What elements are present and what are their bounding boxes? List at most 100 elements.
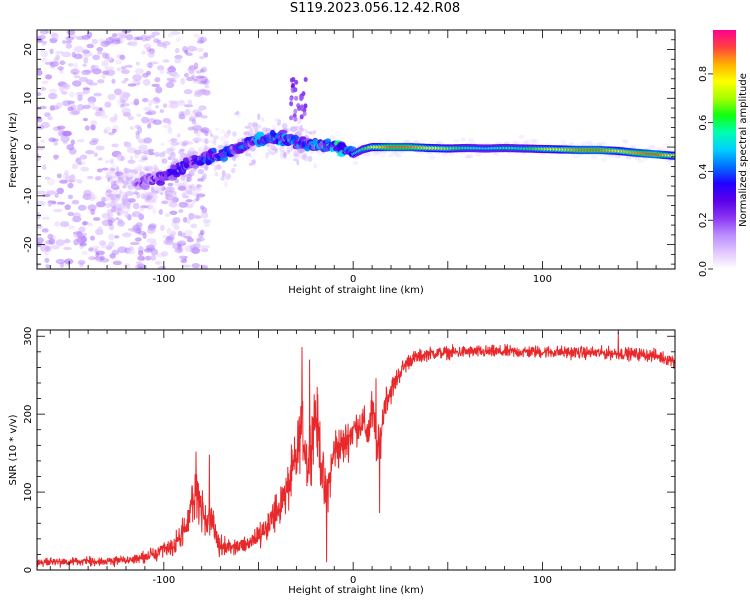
heatmap-cell (86, 43, 95, 49)
heatmap-cell (121, 194, 129, 202)
heatmap-cell (179, 148, 185, 152)
heatmap-cell (117, 176, 123, 180)
x-tick-label: 100 (533, 274, 552, 285)
heatmap-cell (230, 167, 236, 174)
heatmap-cell (54, 221, 60, 227)
heatmap-cell (73, 212, 81, 220)
heatmap-cell (104, 160, 110, 164)
heatmap-cell (143, 43, 152, 50)
heatmap-cell (127, 198, 132, 202)
heatmap-cell (107, 209, 114, 213)
heatmap-cell (37, 142, 41, 147)
heatmap-cell (299, 124, 303, 132)
heatmap-cell (101, 167, 109, 171)
heatmap-cell (41, 80, 49, 85)
heatmap-cell (184, 229, 193, 236)
heatmap-cell (122, 178, 127, 185)
heatmap-cell (76, 179, 83, 184)
heatmap-cell (226, 129, 232, 135)
heatmap-cell (532, 139, 539, 143)
heatmap-cell (524, 139, 531, 144)
heatmap-cell (303, 77, 308, 82)
heatmap-cell (168, 201, 178, 208)
x-tick-label: -100 (152, 575, 175, 586)
heatmap-cell (257, 113, 261, 121)
heatmap-cell (108, 233, 115, 241)
heatmap-cell (133, 191, 139, 195)
heatmap-cell (105, 189, 113, 195)
heatmap-cell (199, 229, 205, 235)
colorbar-gradient (713, 30, 736, 269)
heatmap-cell (152, 198, 157, 204)
heatmap-cell (155, 104, 160, 109)
heatmap-cell (270, 143, 276, 151)
heatmap-cell (115, 59, 123, 65)
heatmap-cell (107, 93, 116, 101)
heatmap-cell (135, 61, 140, 66)
heatmap-cell (49, 48, 54, 55)
heatmap-cell (102, 52, 107, 59)
heatmap-cell (118, 189, 123, 195)
heatmap-cell (88, 82, 98, 86)
heatmap-cell (106, 189, 113, 193)
snr-xlabel: Height of straight line (km) (288, 585, 424, 596)
heatmap-cell (117, 32, 127, 37)
heatmap-cell (62, 83, 69, 89)
heatmap-cell (140, 193, 148, 200)
colorbar-tick-label: 0.4 (698, 163, 709, 179)
heatmap-cell (200, 205, 205, 210)
heatmap-cell (127, 204, 134, 208)
heatmap-cell (572, 154, 579, 159)
heatmap-cell (299, 114, 304, 120)
heatmap-cell (82, 104, 91, 110)
heatmap-cell (252, 159, 256, 165)
heatmap-cell (292, 158, 299, 162)
heatmap-cell (85, 150, 95, 155)
heatmap-cell (117, 202, 123, 209)
heatmap-cell (167, 33, 174, 38)
spectrogram-xlabel: Height of straight line (km) (288, 285, 424, 296)
heatmap-cell (143, 106, 152, 112)
heatmap-cell (626, 155, 633, 160)
heatmap-cell (140, 154, 148, 161)
heatmap-cell (190, 201, 195, 207)
heatmap-cell (37, 237, 44, 244)
heatmap-cell (128, 176, 133, 181)
heatmap-cell (299, 131, 303, 138)
heatmap-cell (48, 238, 56, 245)
heatmap-cell (115, 166, 120, 173)
heatmap-cell (118, 177, 123, 185)
heatmap-cell (66, 144, 75, 151)
heatmap-cell (615, 154, 621, 159)
heatmap-cell (144, 195, 148, 201)
heatmap-cell (145, 244, 156, 251)
heatmap-cell (112, 184, 118, 188)
y-tick-label: -20 (23, 236, 34, 252)
heatmap-cell (280, 150, 287, 156)
heatmap-cell (117, 174, 125, 181)
heatmap-cell (72, 80, 82, 87)
heatmap-cell (142, 157, 148, 161)
heatmap-cell (191, 263, 201, 269)
heatmap-cell (141, 116, 150, 124)
heatmap-cell (108, 241, 115, 248)
heatmap-cell (174, 222, 179, 229)
heatmap-cell (293, 153, 300, 158)
heatmap-cell (186, 173, 192, 180)
x-tick-label: 0 (350, 274, 356, 285)
heatmap-cell (124, 263, 131, 269)
heatmap-cell (82, 87, 91, 91)
heatmap-cell (145, 191, 152, 196)
heatmap-cell (130, 40, 139, 47)
heatmap-cell (215, 172, 218, 177)
heatmap-cell (73, 46, 84, 53)
heatmap-cell (127, 83, 137, 87)
heatmap-cell (278, 129, 288, 134)
heatmap-cell (77, 94, 83, 102)
heatmap-cell (107, 178, 111, 183)
heatmap-cell (148, 100, 153, 107)
colorbar-tick-label: 0.6 (698, 115, 709, 131)
heatmap-cell (178, 255, 186, 260)
heatmap-cell (167, 156, 172, 160)
heatmap-cell (184, 72, 189, 78)
